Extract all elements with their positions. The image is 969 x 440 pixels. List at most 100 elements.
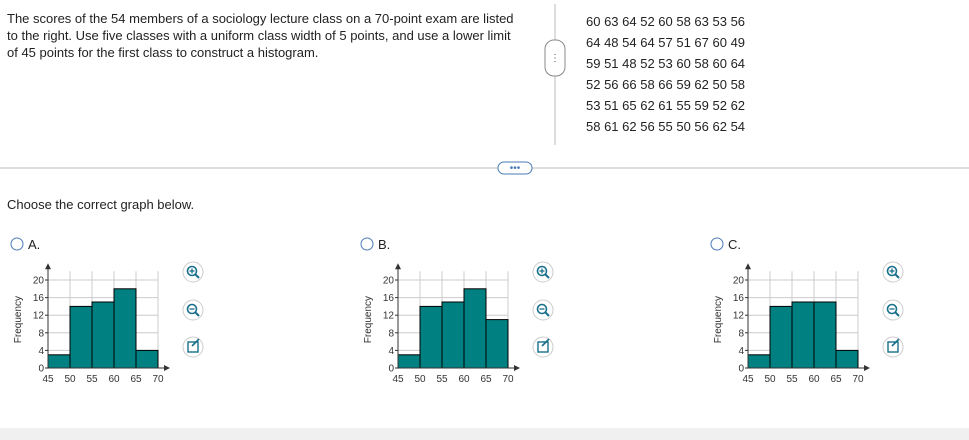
- lens-handle: [894, 273, 900, 279]
- y-tick-label: 8: [738, 328, 744, 339]
- lens: [536, 303, 548, 315]
- y-arrow: [745, 263, 751, 270]
- lens: [186, 303, 198, 315]
- bar: [791, 301, 815, 369]
- footer-band: [0, 428, 969, 440]
- y-axis-label: Frequency: [363, 296, 374, 343]
- bar: [397, 354, 421, 369]
- x-arrow: [864, 365, 870, 371]
- expand-dots: •••: [510, 163, 521, 174]
- bar: [135, 349, 159, 369]
- y-tick-label: 20: [733, 276, 745, 287]
- x-tick-label: 55: [786, 374, 798, 385]
- zoom-in[interactable]: [182, 261, 204, 283]
- x-tick-label: 60: [808, 374, 820, 385]
- y-tick-label: 0: [388, 364, 394, 375]
- handle[interactable]: [544, 39, 566, 77]
- x-tick-label: 65: [830, 374, 842, 385]
- x-tick-label: 70: [152, 374, 164, 385]
- y-tick-label: 4: [388, 346, 394, 357]
- lens-handle: [544, 273, 550, 279]
- popout-box: [887, 341, 899, 353]
- lens-handle: [544, 311, 550, 317]
- x-arrow: [514, 365, 520, 371]
- y-tick-label: 20: [383, 276, 395, 287]
- x-tick-label: 55: [86, 374, 98, 385]
- handle-dots: ⋮: [550, 53, 560, 64]
- popout-arrow: [191, 338, 200, 347]
- bar: [813, 301, 837, 369]
- option-label: B.: [378, 237, 390, 252]
- y-tick-label: 12: [33, 311, 45, 322]
- x-tick-label: 60: [458, 374, 470, 385]
- y-tick-label: 4: [38, 346, 44, 357]
- data-row: 60 63 64 52 60 58 63 53 56: [586, 14, 746, 29]
- bar: [463, 288, 487, 369]
- x-tick-label: 60: [108, 374, 120, 385]
- y-tick-label: 8: [38, 328, 44, 339]
- data-row: 52 56 66 58 66 59 62 50 58: [586, 77, 746, 92]
- y-arrow: [395, 263, 401, 270]
- zoom-in[interactable]: [882, 261, 904, 283]
- popout[interactable]: [882, 336, 904, 358]
- bar: [419, 305, 443, 369]
- popout-box: [537, 341, 549, 353]
- bar: [113, 288, 137, 369]
- x-tick-label: 45: [742, 374, 754, 385]
- zoom-in[interactable]: [532, 261, 554, 283]
- x-tick-label: 50: [764, 374, 776, 385]
- y-tick-label: 4: [738, 346, 744, 357]
- x-arrow: [164, 365, 170, 371]
- y-tick-label: 0: [38, 364, 44, 375]
- y-tick-label: 0: [738, 364, 744, 375]
- lens: [886, 265, 898, 277]
- zoom-out[interactable]: [182, 299, 204, 321]
- x-tick-label: 70: [852, 374, 864, 385]
- x-tick-label: 50: [64, 374, 76, 385]
- prompt: Choose the correct graph below.: [7, 197, 195, 212]
- y-tick-label: 12: [733, 311, 745, 322]
- data-row: 64 48 54 64 57 51 67 60 49: [586, 35, 746, 50]
- lens: [186, 265, 198, 277]
- x-tick-label: 65: [130, 374, 142, 385]
- bar: [835, 349, 859, 369]
- bar: [69, 305, 93, 369]
- data-table: 60 63 64 52 60 58 63 53 56 64 48 54 64 5…: [586, 11, 745, 137]
- bar: [747, 354, 771, 369]
- popout-box: [187, 341, 199, 353]
- lens-handle: [194, 311, 200, 317]
- x-tick-label: 45: [392, 374, 404, 385]
- data-row: 59 51 48 52 53 60 58 60 64: [586, 56, 746, 71]
- radio[interactable]: [10, 237, 24, 251]
- x-tick-label: 65: [480, 374, 492, 385]
- zoom-out[interactable]: [532, 299, 554, 321]
- x-tick-label: 55: [436, 374, 448, 385]
- data-row: 53 51 65 62 61 55 59 52 62: [586, 98, 746, 113]
- option-label: C.: [728, 237, 741, 252]
- x-tick-label: 45: [42, 374, 54, 385]
- zoom-out[interactable]: [882, 299, 904, 321]
- lens: [536, 265, 548, 277]
- popout[interactable]: [532, 336, 554, 358]
- y-arrow: [45, 263, 51, 270]
- popout-arrow: [541, 338, 550, 347]
- popout[interactable]: [182, 336, 204, 358]
- popout-arrow: [891, 338, 900, 347]
- bar: [485, 319, 509, 369]
- bar: [441, 301, 465, 369]
- lens: [886, 303, 898, 315]
- y-axis-label: Frequency: [713, 296, 724, 343]
- bar: [91, 301, 115, 369]
- bar: [47, 354, 71, 369]
- radio[interactable]: [710, 237, 724, 251]
- y-axis-label: Frequency: [13, 296, 24, 343]
- y-tick-label: 8: [388, 328, 394, 339]
- option-label: A.: [28, 237, 40, 252]
- expand-button[interactable]: [497, 161, 533, 175]
- y-tick-label: 20: [33, 276, 45, 287]
- lens-handle: [894, 311, 900, 317]
- x-tick-label: 70: [502, 374, 514, 385]
- radio[interactable]: [360, 237, 374, 251]
